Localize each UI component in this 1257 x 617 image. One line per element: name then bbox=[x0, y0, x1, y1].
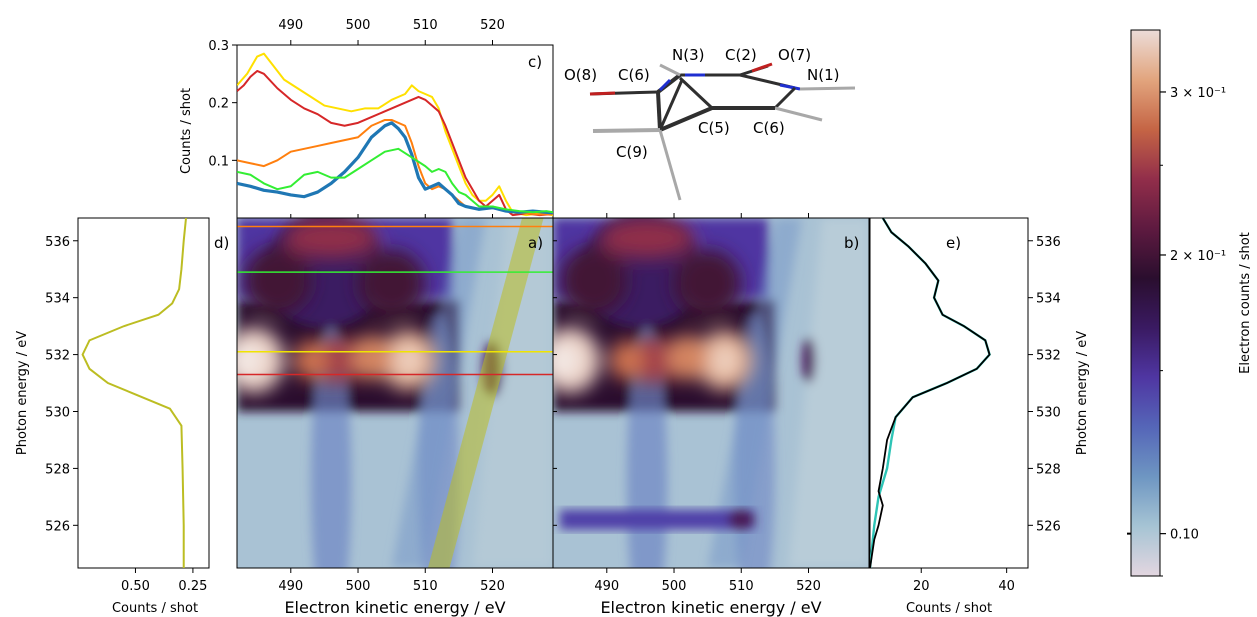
heat-hot-spot bbox=[600, 218, 694, 258]
tick-label: 536 bbox=[45, 235, 70, 250]
atom-label-c5: C(5) bbox=[698, 119, 730, 137]
atom-label-n3: N(3) bbox=[672, 46, 704, 64]
panel-d-frame bbox=[78, 218, 209, 568]
heat-hot-spot bbox=[560, 246, 627, 314]
atom-label-o8: O(8) bbox=[564, 66, 597, 84]
tick-label: 20 bbox=[913, 579, 930, 594]
bond-c9-h2 bbox=[660, 130, 680, 200]
colorbar-label: Electron counts / shot bbox=[1238, 232, 1253, 374]
panel-b-label: b) bbox=[844, 234, 859, 252]
panel-d-label: d) bbox=[214, 234, 229, 252]
panel-c-label: c) bbox=[528, 53, 542, 71]
colorbar bbox=[1131, 30, 1160, 576]
tick-label: 500 bbox=[346, 579, 371, 594]
heat-520-spot bbox=[802, 338, 815, 384]
tick-label: 510 bbox=[413, 18, 438, 33]
tick-label: 526 bbox=[45, 519, 70, 534]
tick-label: 536 bbox=[1036, 235, 1061, 250]
panel-b-xlabel: Electron kinetic energy / eV bbox=[600, 598, 821, 617]
tick-label: 520 bbox=[480, 579, 505, 594]
bond-n1-nitrogen bbox=[780, 85, 800, 89]
panel-e-xlabel: Counts / shot bbox=[906, 601, 992, 616]
tick-label: 528 bbox=[1036, 462, 1061, 477]
tick-label: 530 bbox=[1036, 405, 1061, 420]
tick-label: 532 bbox=[1036, 349, 1061, 364]
atom-label-c6b: C(6) bbox=[753, 119, 785, 137]
heat-peak-core bbox=[395, 346, 422, 374]
colorbar-tick-label: 0.10 bbox=[1170, 528, 1199, 543]
atom-label-c6: C(6) bbox=[618, 66, 650, 84]
tick-label: 510 bbox=[729, 579, 754, 594]
tick-label: 40 bbox=[998, 579, 1015, 594]
heat-b-526-spot bbox=[728, 510, 755, 530]
tick-label: 0.2 bbox=[208, 97, 229, 112]
panel-e-frame bbox=[870, 218, 1028, 568]
panel-d-xlabel: Counts / shot bbox=[112, 601, 198, 616]
tick-label: 530 bbox=[45, 405, 70, 420]
atom-label-n1: N(1) bbox=[807, 66, 839, 84]
bond-o8-oxygen bbox=[590, 93, 615, 94]
colorbar-tick-label: 3 × 10⁻¹ bbox=[1170, 86, 1226, 101]
heatmap-panel-a bbox=[224, 212, 553, 617]
panel-e-label: e) bbox=[946, 234, 961, 252]
panel-d-ylabel: Photon energy / eV bbox=[15, 331, 30, 455]
tick-label: 534 bbox=[45, 292, 70, 307]
tick-label: 534 bbox=[1036, 292, 1061, 307]
panel-a-label: a) bbox=[528, 234, 543, 252]
tick-label: 490 bbox=[594, 579, 619, 594]
panel-a-xlabel: Electron kinetic energy / eV bbox=[284, 598, 505, 617]
tick-label: 520 bbox=[480, 18, 505, 33]
tick-label: 490 bbox=[278, 579, 303, 594]
heat-hot-spot bbox=[674, 249, 741, 317]
heat-b-526-band bbox=[560, 510, 755, 530]
tick-label: 528 bbox=[45, 462, 70, 477]
heat-hot-spot bbox=[244, 246, 311, 314]
heat-hot-spot bbox=[351, 335, 391, 381]
heat-peak-core bbox=[711, 346, 738, 374]
atom-label-c9: C(9) bbox=[616, 143, 648, 161]
panel-e-ylabel: Photon energy / eV bbox=[1075, 331, 1090, 455]
bond-c9-h1 bbox=[593, 130, 660, 131]
tick-label: 520 bbox=[796, 579, 821, 594]
tick-label: 532 bbox=[45, 349, 70, 364]
tick-label: 490 bbox=[278, 18, 303, 33]
heatmap-panel-b bbox=[540, 212, 869, 617]
atom-label-o7: O(7) bbox=[778, 46, 811, 64]
bond-n3-h bbox=[660, 65, 680, 75]
bond-c6-c9 bbox=[658, 92, 660, 130]
heat-hot-spot bbox=[284, 218, 378, 258]
tick-label: 526 bbox=[1036, 519, 1061, 534]
bond-o7-oxygen bbox=[752, 64, 772, 71]
heat-hot-spot bbox=[609, 340, 644, 380]
bond-n1-c6b bbox=[775, 88, 795, 108]
heat-hot-spot bbox=[358, 249, 425, 317]
heatmap-b-526-feature bbox=[560, 510, 755, 530]
tick-label: 0.3 bbox=[208, 39, 229, 54]
bond-c5-n3 bbox=[680, 78, 712, 108]
tick-label: 0.25 bbox=[178, 579, 207, 594]
heat-peak-core bbox=[230, 343, 264, 377]
molecule-structure: O(8) C(6) N(3) C(2) O(7) N(1) C(5) C(6) … bbox=[564, 46, 855, 200]
tick-label: 0.1 bbox=[208, 154, 229, 169]
tick-label: 510 bbox=[413, 579, 438, 594]
tick-label: 500 bbox=[346, 18, 371, 33]
colorbar-tick-label: 2 × 10⁻¹ bbox=[1170, 249, 1226, 264]
panel-c-ylabel: Counts / shot bbox=[179, 88, 194, 174]
atom-label-c2: C(2) bbox=[725, 46, 757, 64]
bond-n1-h bbox=[800, 88, 855, 89]
tick-label: 500 bbox=[662, 579, 687, 594]
heat-hot-spot bbox=[667, 335, 707, 381]
tick-label: 0.50 bbox=[121, 579, 150, 594]
